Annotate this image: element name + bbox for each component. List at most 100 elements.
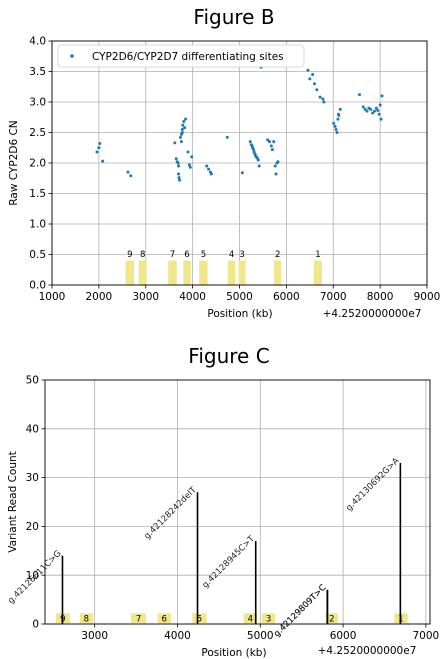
scatter-point [306,68,310,72]
x-tick-label: 1000 [39,291,66,303]
y-tick-label: 20 [26,521,39,533]
variant-label: g.42130692G>A [344,456,401,513]
scatter-point [97,146,101,150]
figure-c-plot-frame [44,379,431,625]
exon-label: 6 [184,250,189,260]
x-tick-label: 4000 [164,630,191,642]
scatter-point [248,140,252,144]
scatter-point [274,172,278,176]
variant-label: g.42126611C>G [6,549,63,606]
figure-b-y-tick-labels: 0.0 0.5 1.0 1.5 2.0 2.5 3.0 3.5 4.0 [29,36,52,292]
scatter-point [178,135,182,139]
y-tick-label: 1.5 [29,188,46,200]
exon-label: 6 [162,614,167,624]
y-tick-label: 0.5 [29,249,46,261]
exon-label: 2 [329,614,334,624]
scatter-point [332,121,336,125]
scatter-point [315,88,319,92]
exon-label: 5 [201,250,206,260]
scatter-point [369,107,373,111]
figure-b-grid [51,40,428,286]
legend-label: CYP2D6/CYP2D7 differentiating sites [92,51,284,63]
scatter-point [180,131,184,134]
scatter-point [363,107,367,111]
exon-label: 5 [197,614,202,624]
scatter-point [225,135,229,139]
scatter-point [313,82,316,86]
variant-label: g.42128945C>T [201,534,258,591]
exon-box [314,260,322,285]
y-tick-label: 0 [32,619,39,631]
scatter-point [373,109,376,113]
x-tick-label: 3000 [81,630,108,642]
exon-box [199,260,208,285]
scatter-point [95,150,99,154]
scatter-point [322,100,326,104]
x-tick-label: 8000 [367,291,394,303]
scatter-point [337,113,341,117]
exon-label: 2 [275,250,280,260]
legend-box [57,44,305,68]
y-tick-label: 0.0 [29,280,46,292]
exon-box [274,260,282,285]
scatter-point [182,120,186,124]
figure-c-variant-bars [61,462,402,624]
scatter-point [334,127,338,131]
scatter-point [276,160,280,164]
figure-c-variant-annotations: g.42126611C>G g.42128242delTg.42128945C>T… [6,456,401,639]
scatter-point [318,95,322,99]
exon-box [157,613,171,624]
y-tick-label: 2.5 [29,127,46,139]
scatter-point [179,140,183,144]
y-tick-label: 30 [26,472,39,484]
scatter-point [98,141,102,145]
scatter-point [177,176,181,180]
scatter-point [333,124,337,128]
scatter-point [311,73,315,77]
x-tick-label: 5000 [226,291,253,303]
figure-b-x-offset-label: +4.2520000000e7 [323,308,422,320]
exon-label: 7 [136,614,141,624]
x-tick-label: 4000 [179,291,206,303]
exon-box [243,613,257,624]
scatter-point [335,131,339,134]
y-tick-label: 2.0 [29,158,46,170]
scatter-point [376,109,380,113]
y-tick-label: 10 [26,570,39,582]
figure-b-scatter-points [95,65,384,182]
figure-c-title: Figure C [188,344,269,368]
exon-box [168,260,177,285]
scatter-point [269,144,273,148]
x-tick-label: 6000 [330,630,357,642]
exon-label: 8 [84,614,89,624]
exon-box [79,613,94,624]
exon-label: 8 [140,250,145,260]
y-tick-label: 3.5 [29,66,46,78]
figure-c-y-axis-label: Variant Read Count [7,451,19,552]
exon-box [125,260,135,285]
scatter-point [126,170,130,174]
y-tick-label: 1.0 [29,219,46,231]
scatter-point [181,123,185,127]
variant-label: g.42129809T>C [272,583,328,639]
figure-c-y-tick-labels: 0 10 20 30 40 50 [26,375,45,631]
exon-box [183,260,191,285]
scatter-point [187,163,191,167]
scatter-point [308,77,312,81]
scatter-point [379,117,383,121]
scatter-point [256,158,260,162]
scatter-point [377,112,381,116]
scatter-point [186,150,190,154]
scatter-point [129,174,133,178]
exon-label: 9 [127,250,132,260]
scatter-point [180,127,184,131]
scatter-point [365,109,369,113]
exon-box [138,260,147,285]
y-tick-label: 3.0 [29,97,46,109]
exon-box [238,260,246,285]
scatter-point [272,140,276,144]
figure-c-x-offset-label: +4.2520000000e7 [318,645,417,657]
